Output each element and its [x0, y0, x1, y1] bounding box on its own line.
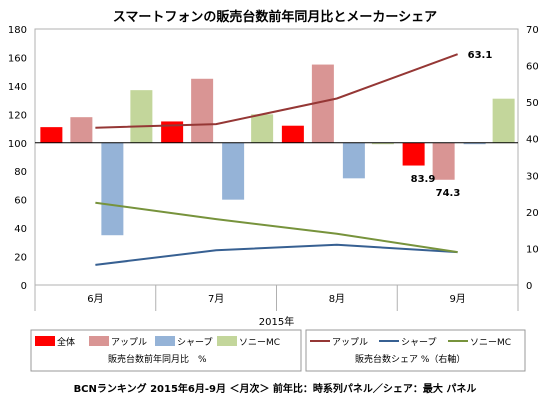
y-right-tick-label: 0 — [526, 281, 532, 292]
bar — [402, 142, 425, 166]
y-left-tick-label: 40 — [14, 224, 27, 235]
bar — [463, 142, 486, 145]
bar — [432, 142, 455, 180]
bar — [161, 121, 184, 143]
x-tick-label: 6月 — [87, 293, 103, 305]
legend-label: アップル — [111, 337, 147, 348]
x-axis-label: 2015年 — [259, 315, 294, 328]
y-left-tick-label: 100 — [8, 139, 27, 150]
bar — [281, 125, 304, 143]
bar — [70, 117, 93, 143]
bar — [101, 142, 124, 236]
legend-swatch — [155, 336, 175, 346]
share-line — [95, 53, 458, 129]
y-right-tick-label: 40 — [526, 135, 539, 146]
legend-label: 全体 — [57, 336, 75, 348]
legend-right-box — [305, 329, 526, 372]
share-line — [95, 201, 458, 254]
chart-footnote: BCNランキング 2015年6月-9月 ＜月次＞ 前年比：時系列パネル／シェア：… — [73, 384, 477, 395]
legend-title: 販売台数前年同月比 % — [108, 353, 207, 365]
legend-swatch — [89, 336, 109, 346]
y-left-tick-label: 140 — [8, 82, 27, 93]
x-tick-label: 9月 — [449, 293, 465, 305]
bar — [311, 64, 334, 143]
y-right-tick-label: 20 — [526, 208, 539, 219]
data-label: 74.3 — [436, 188, 461, 199]
y-right-tick-label: 10 — [526, 244, 539, 255]
legend-label: シャープ — [401, 337, 436, 348]
y-right-tick-label: 60 — [526, 62, 539, 73]
y-left-tick-label: 60 — [14, 196, 27, 207]
legend-label: ソニーMC — [470, 338, 511, 348]
bar — [342, 142, 365, 179]
legend-swatch — [217, 336, 237, 346]
y-left-tick-label: 0 — [21, 281, 27, 292]
y-right-tick-label: 70 — [526, 25, 539, 36]
bar — [371, 142, 394, 145]
bar — [130, 90, 153, 143]
y-left-tick-label: 120 — [8, 110, 27, 121]
bar — [492, 98, 515, 143]
y-left-tick-label: 20 — [14, 253, 27, 264]
bar — [191, 78, 214, 143]
y-left-tick-label: 160 — [8, 53, 27, 64]
chart-title: スマートフォンの販売台数前年同月比とメーカーシェア — [112, 10, 438, 25]
y-right-tick-label: 50 — [526, 98, 539, 109]
bar — [40, 127, 63, 143]
legend-label: シャープ — [177, 337, 212, 348]
legend-label: アップル — [332, 337, 368, 348]
share-line — [95, 243, 458, 266]
bar — [251, 114, 274, 143]
y-left-tick-label: 180 — [8, 25, 27, 36]
data-label: 63.1 — [468, 50, 493, 61]
x-tick-label: 7月 — [208, 293, 224, 305]
y-left-tick-label: 80 — [14, 167, 27, 178]
legend-swatch — [35, 336, 55, 346]
bar — [222, 142, 245, 200]
x-tick-label: 8月 — [329, 293, 345, 305]
legend-label: ソニーMC — [239, 338, 280, 348]
legend-title: 販売台数シェア %（右軸） — [355, 353, 465, 365]
data-label: 83.9 — [411, 174, 436, 185]
y-right-tick-label: 30 — [526, 171, 539, 182]
